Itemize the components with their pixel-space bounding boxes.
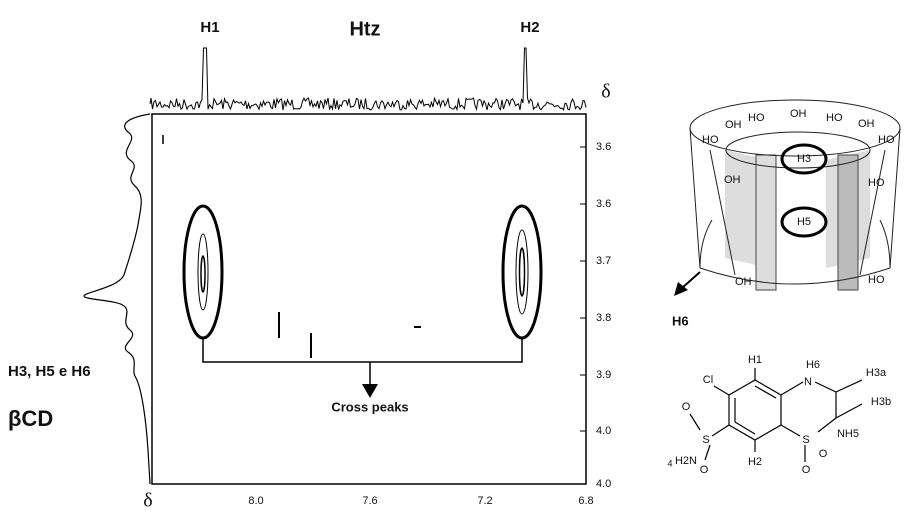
x-tick-label: 7.2 — [477, 495, 492, 507]
atom: H3a — [866, 367, 887, 379]
rim-label: OH — [790, 108, 807, 120]
cavity-label: H5 — [797, 216, 811, 228]
cyclodextrin — [681, 99, 901, 291]
y-tick-label: 3.9 — [596, 369, 611, 381]
top-label: Htz — [349, 18, 380, 40]
rim-label: OH — [725, 119, 742, 131]
atom: S — [702, 434, 709, 446]
rim-label: HO — [748, 112, 765, 124]
atom: Cl — [703, 374, 713, 386]
atom: H2 — [748, 456, 762, 468]
atom: NH5 — [837, 428, 859, 440]
top-spectrum — [149, 47, 587, 112]
arrow-head — [674, 282, 688, 296]
y-ticks — [580, 146, 586, 432]
rim-label: HO — [878, 134, 895, 146]
atom: O — [802, 464, 811, 476]
rim-label: HO — [868, 177, 885, 189]
outer-label: H6 — [672, 313, 689, 328]
atom: O — [819, 448, 828, 460]
rim-label: OH — [858, 118, 875, 130]
rim-label: HO — [702, 134, 719, 146]
axis-symbol: δ — [143, 490, 152, 512]
y-tick-label: 3.6 — [596, 198, 611, 210]
atom: H2N — [675, 455, 697, 467]
y-tick-label: 3.8 — [596, 312, 611, 324]
atom: O — [700, 464, 709, 476]
atom: N — [804, 376, 812, 388]
atom: 4 — [667, 458, 672, 468]
peak-label: H2 — [520, 19, 539, 36]
cavity-label: H3 — [797, 153, 811, 165]
rim-label: OH — [735, 276, 752, 288]
peak-label: H1 — [200, 19, 219, 36]
atom: S — [802, 434, 809, 446]
x-tick-label: 7.6 — [362, 495, 377, 507]
side-label: H3, H5 e H6 — [8, 363, 91, 380]
y-tick-label: 3.6 — [596, 141, 611, 153]
axis-symbol: δ — [601, 81, 610, 103]
arrow-head — [362, 384, 378, 398]
atom: H3b — [871, 396, 891, 408]
x-tick-label: 6.8 — [578, 495, 593, 507]
y-tick-label: 3.7 — [596, 255, 611, 267]
cross-peaks — [162, 135, 543, 386]
x-tick-label: 8.0 — [248, 495, 263, 507]
y-tick-label: 4.0 — [596, 425, 611, 437]
atom: H6 — [806, 359, 820, 371]
plot-frame — [151, 113, 587, 485]
left-spectrum — [83, 113, 151, 485]
y-tick-label: 4.0 — [596, 478, 611, 490]
annotation: Cross peaks — [331, 399, 408, 414]
side-label: βCD — [8, 406, 53, 431]
rim-label: HO — [826, 112, 843, 124]
rim-label: HO — [868, 274, 885, 286]
molecule-bonds — [689, 368, 863, 462]
atom: H1 — [748, 354, 762, 366]
rim-label: OH — [724, 174, 741, 186]
atom: O — [682, 401, 691, 413]
